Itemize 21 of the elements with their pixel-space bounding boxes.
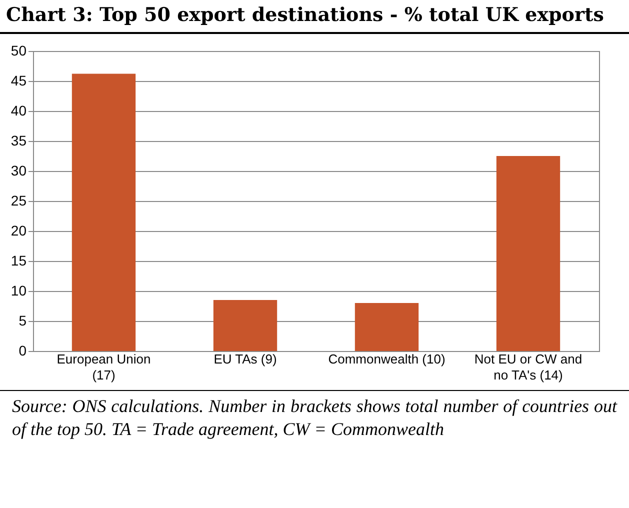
x-tick-label: EU TAs (9) <box>214 352 277 366</box>
y-tick-label: 20 <box>10 222 27 238</box>
y-tick-label: 0 <box>18 342 27 358</box>
y-tick-label: 50 <box>10 42 27 58</box>
y-tick-label: 5 <box>18 312 27 328</box>
bar <box>72 74 136 351</box>
x-tick-label: Commonwealth (10) <box>328 352 446 366</box>
bar <box>213 300 278 351</box>
y-tick-label: 25 <box>10 192 27 208</box>
bar <box>496 156 560 351</box>
y-tick-label: 15 <box>10 252 27 268</box>
source-note: Source: ONS calculations. Number in brackets shows total number of countries out of the top 50. TA = Trade agreement, CW = Commonwealth <box>0 390 629 441</box>
y-tick-label: 35 <box>10 132 27 148</box>
bar <box>354 303 419 351</box>
y-tick-label: 45 <box>10 72 27 88</box>
y-tick-label: 30 <box>10 162 27 178</box>
chart-title: Chart 3: Top 50 export destinations - % total UK exports <box>0 0 629 34</box>
y-tick-label: 10 <box>10 282 27 298</box>
y-tick-label: 40 <box>10 102 27 118</box>
x-tick-label: Not EU or CW and no TA's (14) <box>474 352 582 382</box>
x-tick-label: European Union (17) <box>56 352 151 382</box>
